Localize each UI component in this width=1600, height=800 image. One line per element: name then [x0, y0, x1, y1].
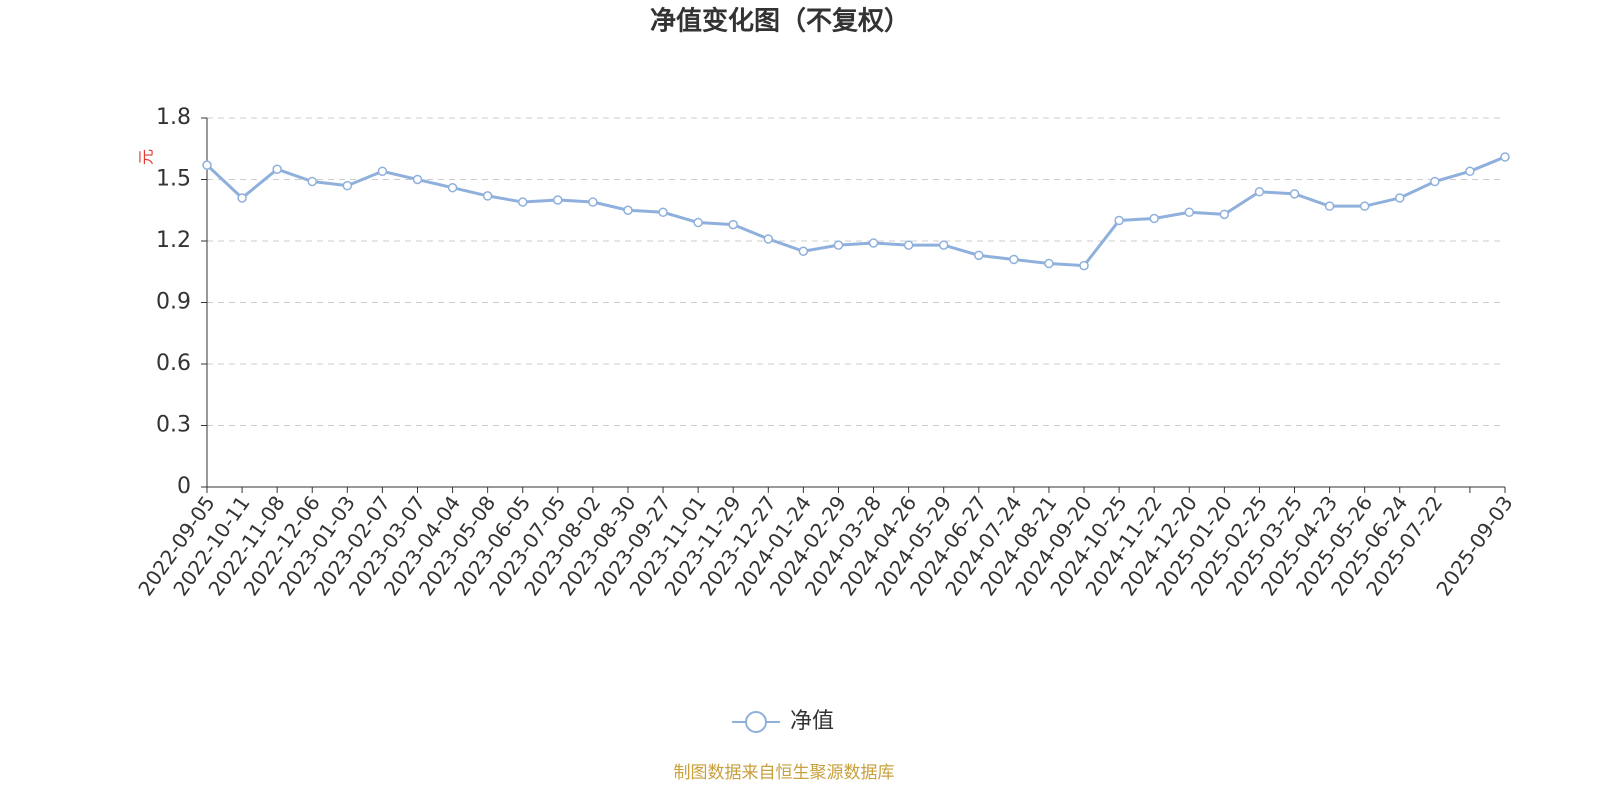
point [517, 197, 528, 207]
point [1430, 176, 1440, 187]
point [1079, 260, 1089, 271]
point [377, 166, 388, 177]
point [482, 191, 493, 201]
point [763, 234, 774, 244]
point [1359, 201, 1370, 211]
chart-title: 净值变化图（不复权） [650, 6, 910, 37]
point [1395, 193, 1405, 203]
point [237, 193, 247, 203]
point [412, 174, 423, 185]
point [623, 205, 633, 215]
point [588, 197, 598, 207]
point [202, 160, 212, 170]
point [1219, 209, 1230, 220]
point [833, 240, 844, 250]
source-note: 制图数据来自恒生聚源数据库 [674, 763, 895, 783]
point [553, 195, 563, 205]
point [658, 207, 668, 218]
point [1149, 213, 1159, 224]
point [974, 250, 984, 261]
y-tick-label: 1.2 [156, 228, 191, 253]
point [272, 164, 282, 174]
point [1289, 189, 1300, 199]
point [1044, 258, 1054, 269]
line [205, 155, 1506, 268]
point [798, 246, 809, 256]
y-tick-label: 0.6 [156, 351, 191, 376]
point [1465, 166, 1475, 177]
legend-label: 净值 [790, 709, 834, 734]
point [693, 217, 703, 228]
y-tick-label: 0.3 [156, 413, 191, 438]
point [307, 176, 317, 187]
point [903, 240, 914, 250]
y-tick-label: 0.9 [156, 290, 191, 315]
point [1184, 207, 1195, 218]
point [447, 182, 458, 193]
legend-marker [745, 711, 767, 733]
y-tick-label: 0 [177, 474, 191, 499]
point [1009, 254, 1019, 265]
point [342, 180, 353, 191]
point [1254, 187, 1265, 197]
point [1500, 152, 1510, 162]
point [728, 219, 738, 230]
point [1114, 215, 1124, 226]
point [938, 240, 949, 250]
y-tick-label: 1.8 [156, 105, 191, 130]
point [868, 238, 879, 248]
point [1324, 201, 1335, 211]
y-axis-label: 元 [137, 149, 156, 165]
y-tick-label: 1.5 [156, 167, 191, 192]
